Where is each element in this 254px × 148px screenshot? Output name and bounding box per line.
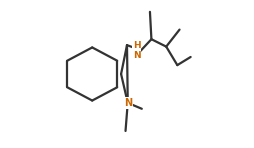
Text: H
N: H N	[133, 41, 140, 60]
Text: N: N	[124, 98, 132, 108]
